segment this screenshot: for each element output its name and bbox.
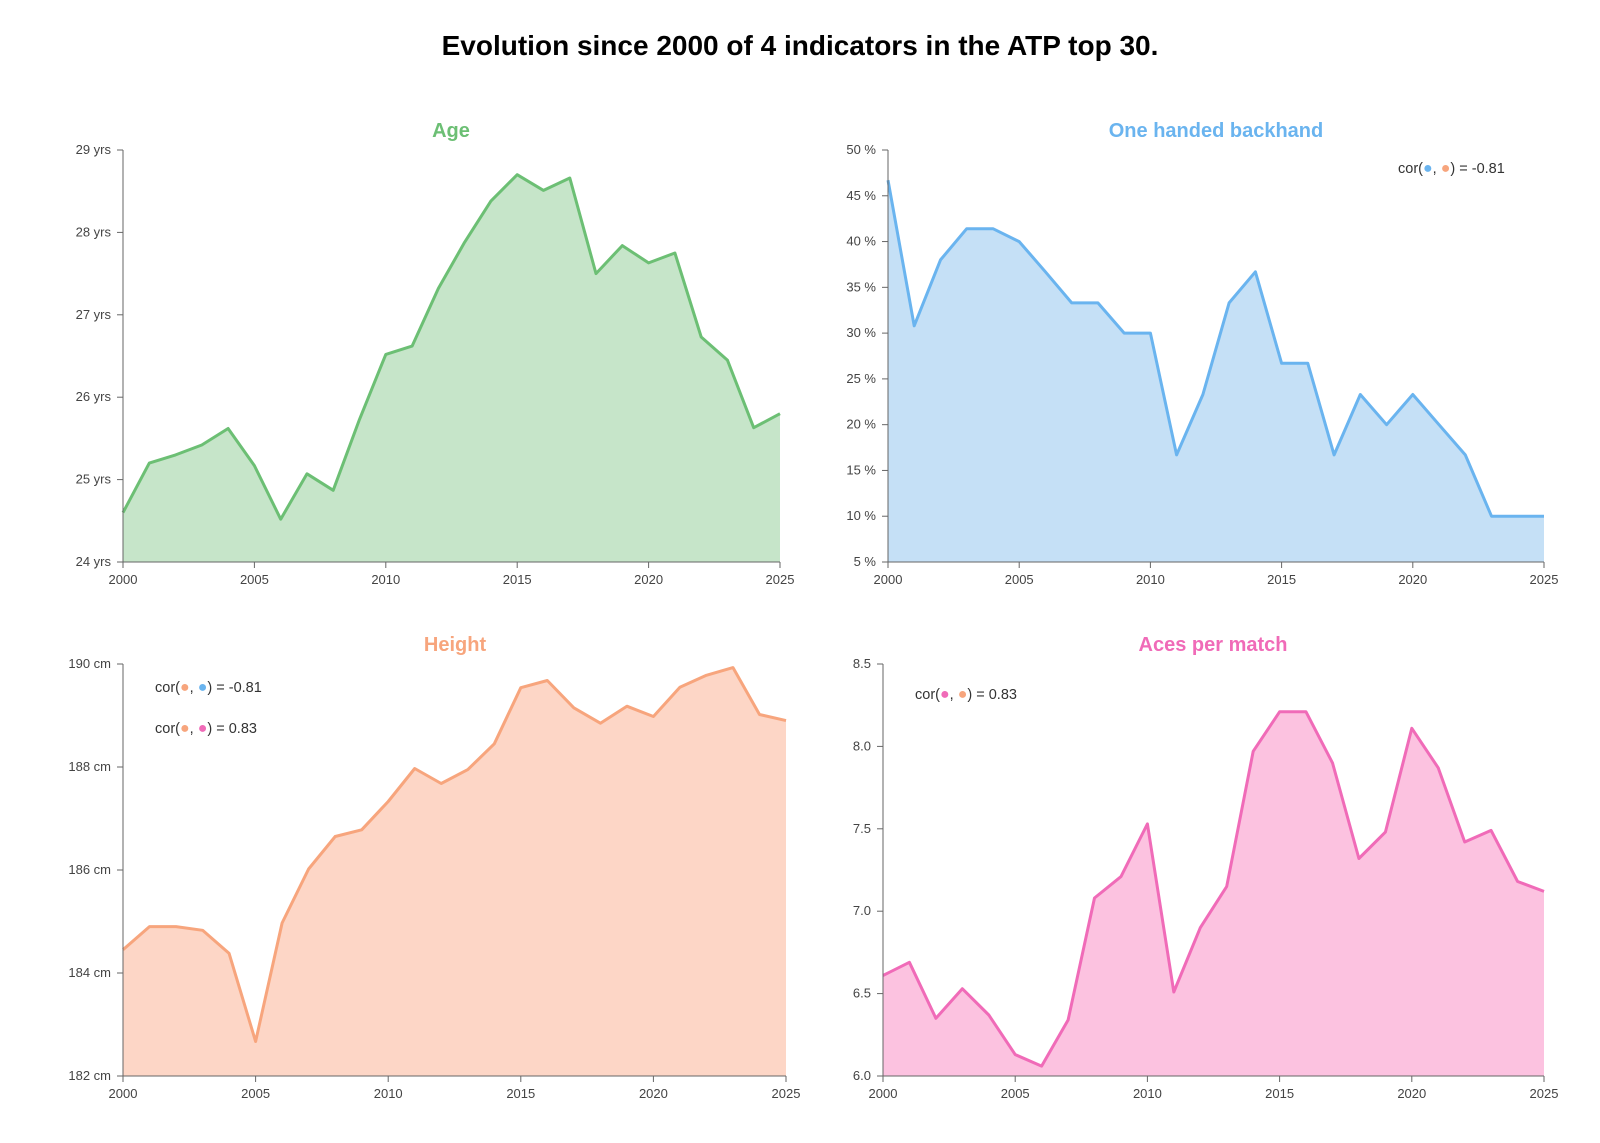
x-tick-label: 2025: [1530, 572, 1559, 587]
chart-title: Age: [432, 120, 470, 142]
x-tick-label: 2020: [639, 1086, 668, 1101]
y-tick-label: 188 cm: [68, 759, 111, 774]
x-tick-label: 2000: [874, 572, 903, 587]
y-tick-label: 184 cm: [68, 965, 111, 980]
y-tick-label: 20 %: [846, 417, 876, 432]
chart-height: Height 182 cm 184 cm 186 cm 188 cm 190 cm 2000…: [68, 634, 800, 1101]
series-dot-icon: ●: [198, 720, 208, 737]
series-line: [121, 173, 781, 521]
x-tick-label: 2005: [1001, 1086, 1030, 1101]
series-dot-icon: ●: [940, 686, 950, 703]
series-area: [883, 711, 1544, 1076]
series-dot-icon: ●: [958, 686, 968, 703]
x-tick-label: 2025: [766, 572, 795, 587]
correlation-label: cor(●, ●) = -0.81: [1398, 160, 1505, 177]
y-tick-label: 30 %: [846, 325, 876, 340]
x-tick-label: 2005: [240, 572, 269, 587]
series-dot-icon: ●: [198, 679, 208, 696]
chart-title: One handed backhand: [1109, 120, 1323, 142]
chart-title: Aces per match: [1139, 634, 1288, 656]
x-tick-label: 2000: [109, 572, 138, 587]
y-tick-label: 6.5: [853, 986, 871, 1001]
x-tick-label: 2005: [241, 1086, 270, 1101]
y-tick-label: 6.0: [853, 1068, 871, 1083]
x-tick-label: 2010: [374, 1086, 403, 1101]
x-tick-label: 2020: [1397, 1086, 1426, 1101]
y-tick-label: 186 cm: [68, 862, 111, 877]
series-dot-icon: ●: [180, 720, 190, 737]
chart-title: Height: [424, 634, 487, 656]
x-tick-label: 2010: [1133, 1086, 1162, 1101]
y-tick-label: 27 yrs: [76, 307, 112, 322]
chart-one-handed-backhand: One handed backhand 5 % 10 % 15 % 20 % 25 % 30…: [846, 120, 1558, 587]
x-tick-label: 2010: [371, 572, 400, 587]
y-tick-label: 40 %: [846, 234, 876, 249]
x-tick-label: 2025: [1530, 1086, 1559, 1101]
series-dot-icon: ●: [1423, 160, 1433, 177]
y-tick-label: 7.5: [853, 821, 871, 836]
y-tick-label: 182 cm: [68, 1068, 111, 1083]
x-tick-label: 2005: [1005, 572, 1034, 587]
series-area: [888, 180, 1544, 562]
x-tick-label: 2015: [1267, 572, 1296, 587]
y-tick-label: 26 yrs: [76, 389, 112, 404]
x-tick-label: 2020: [634, 572, 663, 587]
y-tick-label: 5 %: [854, 554, 877, 569]
y-tick-label: 35 %: [846, 279, 876, 294]
x-tick-label: 2015: [506, 1086, 535, 1101]
y-tick-label: 15 %: [846, 462, 876, 477]
series-line: [882, 710, 1545, 1068]
y-tick-label: 45 %: [846, 188, 876, 203]
y-tick-label: 10 %: [846, 508, 876, 523]
chart-aces-per-match: Aces per match 6.0 6.5 7.0 7.5 8.0 8.5 2000 2005…: [853, 634, 1559, 1101]
y-tick-label: 8.5: [853, 656, 871, 671]
correlation-label: cor(●, ●) = -0.81: [155, 679, 262, 696]
x-tick-label: 2015: [1265, 1086, 1294, 1101]
y-tick-label: 50 %: [846, 142, 876, 157]
series-dot-icon: ●: [1441, 160, 1451, 177]
y-tick-label: 7.0: [853, 903, 871, 918]
chart-age: Age 24 yrs 25 yrs 26 yrs 27 yrs 28 yrs 29 yrs 2…: [76, 120, 795, 587]
y-tick-label: 25 %: [846, 371, 876, 386]
y-tick-label: 190 cm: [68, 656, 111, 671]
x-tick-label: 2000: [869, 1086, 898, 1101]
x-tick-label: 2025: [772, 1086, 801, 1101]
series-line: [122, 666, 787, 1043]
x-tick-label: 2020: [1398, 572, 1427, 587]
y-tick-label: 8.0: [853, 738, 871, 753]
series-dot-icon: ●: [180, 679, 190, 696]
y-tick-label: 28 yrs: [76, 224, 112, 239]
y-tick-label: 25 yrs: [76, 472, 112, 487]
x-tick-label: 2015: [503, 572, 532, 587]
y-tick-label: 24 yrs: [76, 554, 112, 569]
series-area: [123, 174, 780, 562]
x-tick-label: 2010: [1136, 572, 1165, 587]
y-tick-label: 29 yrs: [76, 142, 112, 157]
correlation-label: cor(●, ●) = 0.83: [155, 720, 257, 737]
x-tick-label: 2000: [109, 1086, 138, 1101]
series-line: [886, 179, 1544, 518]
series-area: [123, 667, 786, 1076]
page-title: Evolution since 2000 of 4 indicators in …: [441, 30, 1159, 61]
correlation-label: cor(●, ●) = 0.83: [915, 686, 1017, 703]
